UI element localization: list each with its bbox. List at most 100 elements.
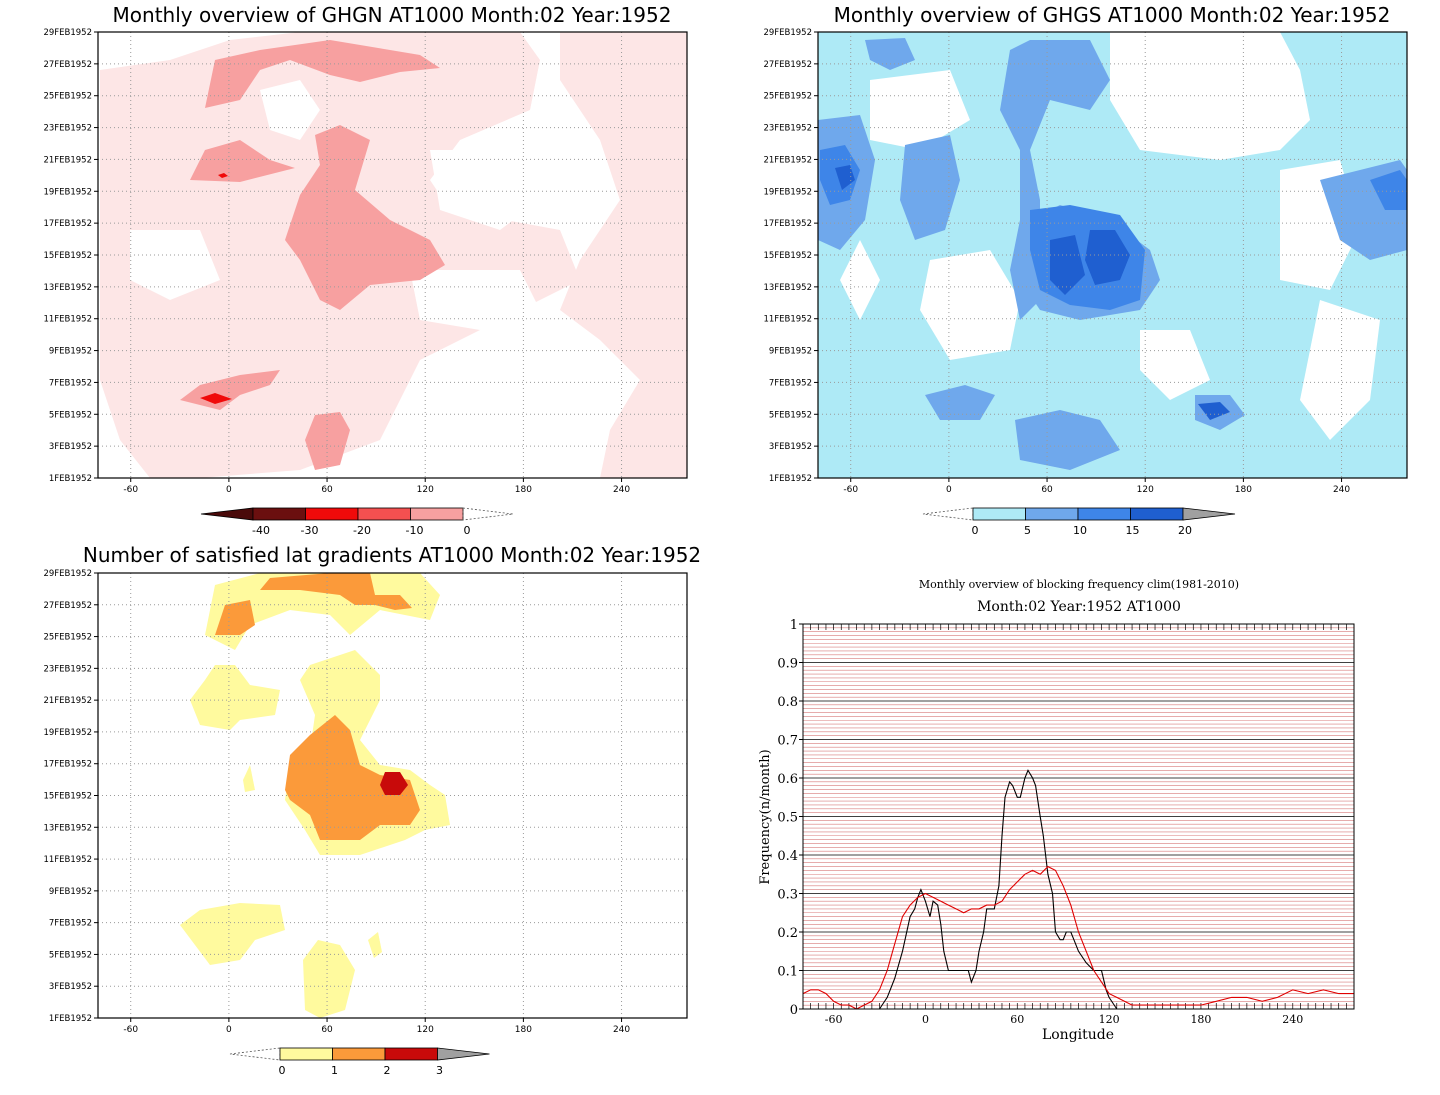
y-tick-label: 9FEB1952 [49,347,92,357]
x-tick-label: 0 [946,485,952,495]
y-tick-label: 13FEB1952 [763,283,812,293]
ghgn-colorbar-label: -10 [406,524,424,537]
y-tick-label: 19FEB1952 [43,728,92,738]
latgrad-colorbar-label: 2 [384,1064,391,1077]
y-tick-label: 13FEB1952 [43,823,92,833]
contour-region-21 [1085,230,1130,285]
ghgn-colorbar-swatch [410,507,464,521]
ghgs-colorbar-swatch [972,507,1026,521]
x-tick-label: 120 [1137,485,1154,495]
ghgs-colorbar-label: 5 [1024,524,1031,537]
contour-region-3 [430,150,540,230]
latgrad-colorbar-left-extension [229,1047,281,1061]
x-tick-label: -60 [843,485,858,495]
x-tick-label: 180 [515,485,532,495]
latgrad-colorbar-label: 0 [279,1064,286,1077]
plot-frame [97,31,688,479]
y-tick-label: 0.9 [777,657,798,672]
contour-region-20 [1050,235,1085,295]
y-tick-label: 3FEB1952 [769,442,812,452]
latgrad-colorbar-swatch [279,1047,333,1061]
y-tick-label: 15FEB1952 [763,251,812,261]
contour-region-16 [865,38,915,70]
ghgs-title: Monthly overview of GHGS AT1000 Month:02… [834,3,1391,27]
blocking-panel: Monthly overview of blocking frequency c… [720,540,1440,1091]
x-tick-label: -60 [123,1025,138,1035]
contour-region-23 [1198,402,1230,420]
x-tick-label: 180 [515,1025,532,1035]
y-tick-label: 0.7 [777,734,798,749]
y-tick-label: 27FEB1952 [43,601,92,611]
contour-region-13 [925,385,995,420]
contour-region-19 [1370,170,1407,210]
y-tick-label: 29FEB1952 [763,28,812,38]
contour-region-0 [205,573,440,650]
contour-region-9 [285,715,420,840]
y-tick-label: 19FEB1952 [43,187,92,197]
ghgs-colorbar-label: 10 [1073,524,1087,537]
y-tick-label: 21FEB1952 [43,696,92,706]
series-line-1 [802,865,1354,1010]
y-tick-label: 0.3 [777,888,798,903]
blocking-ylabel: Frequency(n/month) [758,749,773,884]
y-tick-label: 23FEB1952 [43,124,92,134]
contour-region-7 [1140,330,1210,400]
y-tick-label: 3FEB1952 [49,982,92,992]
y-tick-label: 7FEB1952 [769,378,812,388]
contour-region-3 [180,903,285,965]
latgrad-colorbar-swatch [332,1047,386,1061]
y-tick-label: 0.5 [777,811,798,826]
ghgn-colorbar-right-extension [462,507,514,521]
contour-region-6 [205,40,440,108]
contour-region-5 [130,230,220,300]
y-tick-label: 9FEB1952 [769,347,812,357]
x-tick-label: 0 [226,485,232,495]
ghgs-panel: Monthly overview of GHGS AT1000 Month:02… [720,0,1440,545]
ghgn-colorbar-label: -30 [301,524,319,537]
latgrad-panel: Number of satisfied lat gradients AT1000… [0,540,720,1091]
contour-region-5 [1300,300,1380,440]
contour-region-1 [190,665,280,730]
contour-region-7 [215,600,255,635]
contour-region-7 [190,140,295,182]
series-line-0 [803,769,1354,1010]
y-tick-label: 3FEB1952 [49,442,92,452]
ghgn-colorbar-label: -20 [353,524,371,537]
x-tick-label: 240 [1282,1013,1303,1026]
contour-region-6 [840,240,880,320]
x-tick-label: 180 [1235,485,1252,495]
blocking-xlabel: Longitude [1042,1027,1114,1043]
latgrad-colorbar-label: 1 [331,1064,338,1077]
x-tick-label: 240 [1333,485,1350,495]
y-tick-label: 0 [790,1003,798,1018]
ghgn-colorbar-swatch [305,507,359,521]
ghgn-panel: Monthly overview of GHGN AT1000 Month:02… [0,0,720,545]
x-tick-label: 120 [417,1025,434,1035]
y-tick-label: 11FEB1952 [43,315,92,325]
latgrad-colorbar-label: 3 [436,1064,443,1077]
y-tick-label: 5FEB1952 [769,410,812,420]
x-tick-label: 60 [321,1025,333,1035]
y-tick-label: 15FEB1952 [43,251,92,261]
y-tick-label: 7FEB1952 [49,919,92,929]
x-tick-label: 60 [321,485,333,495]
y-tick-label: 29FEB1952 [43,28,92,38]
blocking-chart: Monthly overview of blocking frequency c… [758,578,1355,1043]
contour-region-5 [368,932,382,958]
y-tick-label: 13FEB1952 [43,283,92,293]
x-tick-label: 60 [1041,485,1053,495]
y-tick-label: 1FEB1952 [49,1014,92,1024]
contour-region-22 [835,165,855,190]
y-tick-label: 15FEB1952 [43,792,92,802]
ghgs-colorbar-label: 0 [972,524,979,537]
y-tick-label: 23FEB1952 [43,664,92,674]
ghgn-title: Monthly overview of GHGN AT1000 Month:02… [113,3,672,27]
y-tick-label: 0.2 [777,926,798,941]
y-tick-label: 0.1 [777,965,798,980]
contour-region-6 [243,765,255,792]
x-tick-label: 120 [1099,1013,1120,1026]
contour-region-10 [900,135,960,240]
ghgs-chart: Monthly overview of GHGS AT1000 Month:02… [763,3,1408,537]
ghgs-colorbar-left-extension [922,507,974,521]
x-tick-label: 240 [613,485,630,495]
